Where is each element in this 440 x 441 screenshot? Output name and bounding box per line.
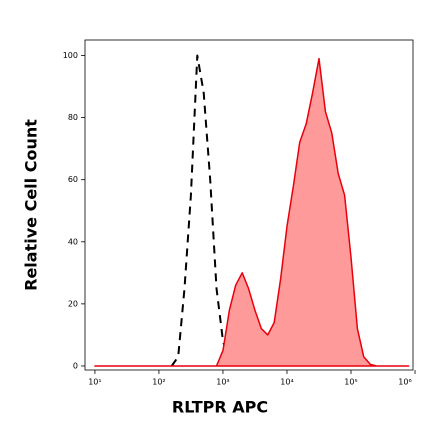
- filled-histogram: [94, 57, 410, 367]
- plot-frame: [84, 39, 414, 371]
- x-axis-label: RLTPR APC: [172, 398, 268, 417]
- x-tick-label: 10⁵: [344, 378, 357, 387]
- y-axis-label: Relative Cell Count: [22, 119, 41, 291]
- y-tick-label: 20: [68, 299, 78, 308]
- y-tick-label: 40: [68, 237, 78, 246]
- histogram-line: [170, 54, 237, 367]
- x-tick-label: 10²: [152, 378, 165, 387]
- y-tick-label: 60: [68, 175, 78, 184]
- x-tick-label: 10¹: [88, 378, 101, 387]
- y-tick-label: 100: [63, 51, 78, 60]
- y-tick-label: 0: [73, 361, 78, 370]
- x-tick-label: 10³: [216, 378, 229, 387]
- x-tick-label: 10⁶: [398, 378, 411, 387]
- y-tick-label: 80: [68, 113, 78, 122]
- x-tick-label: 10⁴: [280, 378, 293, 387]
